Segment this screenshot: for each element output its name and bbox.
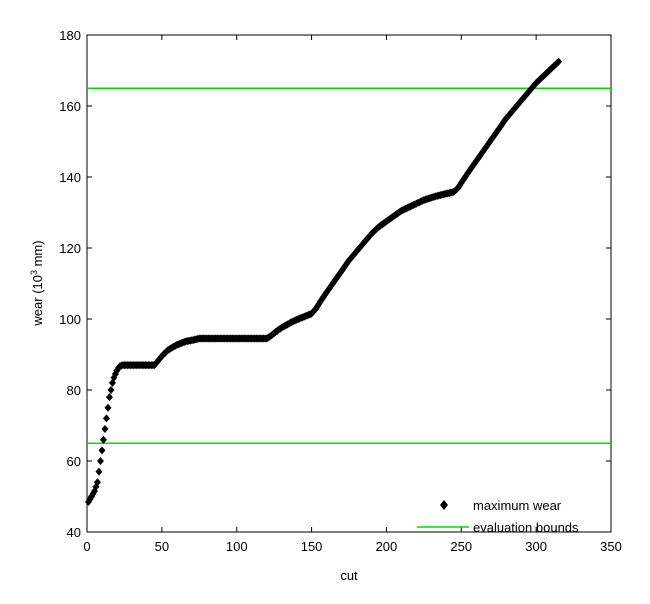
y-tick-label: 180	[59, 28, 81, 43]
wear-point	[98, 446, 106, 455]
x-axis-label: cut	[340, 568, 358, 583]
y-axis-label-main: wear (10	[30, 275, 45, 327]
wear-point	[93, 478, 101, 487]
legend-label-maximum-wear: maximum wear	[473, 498, 562, 513]
legend-diamond-marker	[440, 500, 448, 510]
wear-point	[102, 414, 110, 423]
maximum-wear-series	[84, 57, 563, 506]
x-tick-label: 150	[301, 539, 323, 554]
wear-point	[555, 57, 563, 66]
y-axis-label-tail: mm)	[30, 240, 45, 270]
x-tick-label: 350	[600, 539, 622, 554]
x-tick-label: 100	[226, 539, 248, 554]
plot-area	[86, 34, 612, 533]
y-axis-ticks: 40 60 80 100 120 140 160 180	[59, 28, 611, 540]
wear-point	[105, 393, 113, 402]
x-tick-label: 250	[450, 539, 472, 554]
y-tick-label: 140	[59, 170, 81, 185]
wear-point	[96, 457, 104, 465]
wear-point	[95, 467, 103, 476]
y-tick-label: 160	[59, 99, 81, 114]
x-tick-label: 300	[525, 539, 547, 554]
x-tick-label: 50	[155, 539, 169, 554]
y-tick-label: 60	[67, 454, 81, 469]
x-tick-label: 200	[376, 539, 398, 554]
y-tick-label: 120	[59, 241, 81, 256]
wear-point	[107, 386, 115, 394]
wear-point	[101, 425, 109, 434]
x-tick-label: 0	[83, 539, 90, 554]
x-axis-ticks: 0 50 100 150 200 250 300 350	[83, 35, 622, 554]
legend: maximum wear evaluation bounds	[417, 498, 579, 535]
evaluation-bounds-group	[87, 87, 611, 444]
wear-point	[104, 403, 112, 412]
legend-label-evaluation-bounds: evaluation bounds	[473, 520, 579, 535]
y-tick-label: 100	[59, 312, 81, 327]
y-tick-label: 80	[67, 383, 81, 398]
wear-point	[99, 435, 107, 444]
y-tick-label: 40	[67, 525, 81, 540]
y-axis-label: wear (103 mm)	[29, 240, 45, 326]
y-axis-label-superscript: 3	[29, 270, 39, 275]
